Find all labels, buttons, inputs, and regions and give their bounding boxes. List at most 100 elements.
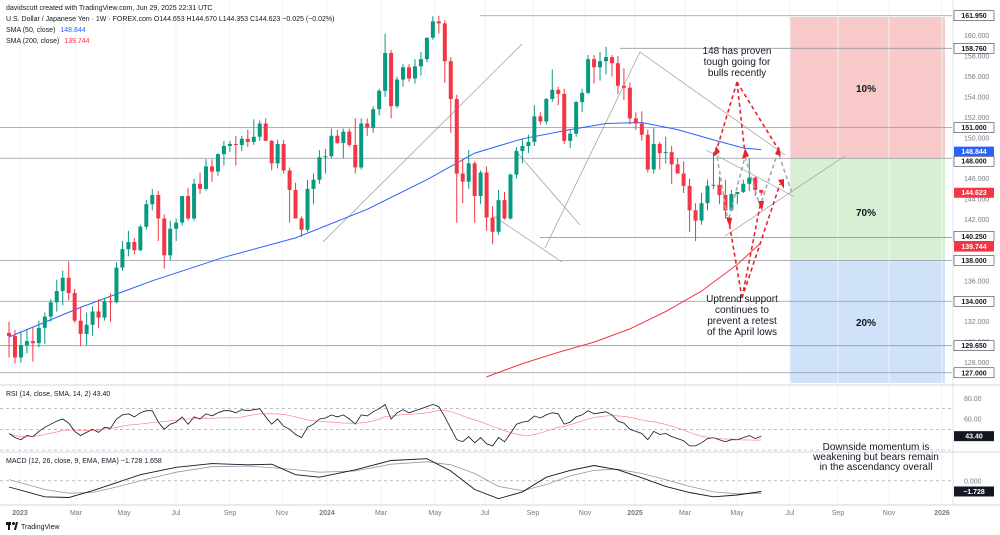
candle xyxy=(693,203,698,242)
candle xyxy=(371,106,376,133)
candle xyxy=(198,172,203,194)
candle xyxy=(150,188,155,211)
candle xyxy=(735,191,740,205)
candle xyxy=(550,69,555,103)
macd-value-label: −1.728 xyxy=(954,486,994,497)
candle-body xyxy=(126,242,131,250)
time-tick: 2025 xyxy=(627,510,643,517)
macd-panel: 0.000 −1.728 xyxy=(0,458,994,500)
candle-body xyxy=(30,341,35,344)
candle-body xyxy=(747,177,752,184)
candle-body xyxy=(114,267,119,303)
price-tick: 150.000 xyxy=(964,135,989,142)
candle-body xyxy=(78,320,83,334)
candle-body xyxy=(598,61,603,68)
price-tick: 132.000 xyxy=(964,319,989,326)
candle-body xyxy=(209,166,214,172)
candle xyxy=(24,329,29,354)
zone-label-red: 10% xyxy=(856,84,876,95)
time-tick: May xyxy=(428,510,442,517)
price-label-text: 148.000 xyxy=(961,159,986,166)
candle xyxy=(711,152,716,189)
price-label-white: 140.250 xyxy=(953,231,995,242)
candle-body xyxy=(102,301,107,318)
candle-body xyxy=(174,222,179,229)
candle xyxy=(299,216,304,237)
candle xyxy=(478,170,483,205)
candle xyxy=(508,173,513,220)
candle xyxy=(186,187,191,221)
candle xyxy=(598,51,603,81)
candle xyxy=(442,20,447,83)
candle-body xyxy=(156,195,161,219)
candle xyxy=(30,326,35,362)
candle xyxy=(162,214,167,269)
candle xyxy=(741,179,746,193)
macd-header: MACD (12, 26, close, 9, EMA, EMA) −1.728… xyxy=(6,458,162,465)
candle xyxy=(239,135,244,152)
time-tick: May xyxy=(117,510,131,517)
time-tick: Nov xyxy=(579,510,592,517)
price-label-red: 144.623 xyxy=(954,187,994,198)
candle xyxy=(12,329,17,364)
candle-body xyxy=(239,138,244,145)
candle xyxy=(138,224,143,252)
candle-body xyxy=(257,123,262,137)
candle-body xyxy=(454,98,459,174)
trendline-uptrend-support xyxy=(724,155,846,237)
candle-body xyxy=(204,166,209,189)
candle xyxy=(401,64,406,87)
price-tick: 160.000 xyxy=(964,33,989,40)
horizontal-levels xyxy=(0,15,952,374)
candle-body xyxy=(604,57,608,62)
candle-body xyxy=(54,291,59,303)
rsi-line xyxy=(8,403,762,447)
candle xyxy=(227,140,232,153)
time-tick: Mar xyxy=(70,510,83,517)
macd-tick: 0.000 xyxy=(964,478,982,485)
price-label-text: 139.744 xyxy=(961,244,986,251)
candle-body xyxy=(681,173,686,186)
candle xyxy=(645,129,650,173)
annotation-line: weakening but bears remain xyxy=(812,452,939,463)
candle-body xyxy=(466,163,471,182)
candle xyxy=(484,166,489,231)
candle xyxy=(174,218,179,241)
candle xyxy=(389,49,394,119)
candle-body xyxy=(281,143,286,171)
candle xyxy=(562,88,567,144)
candle xyxy=(209,159,214,182)
candle xyxy=(180,196,185,226)
candle-body xyxy=(365,123,370,128)
rsi-tick: 60.00 xyxy=(964,417,982,424)
price-tick: 152.000 xyxy=(964,115,989,122)
time-tick: Nov xyxy=(883,510,896,517)
candle-body xyxy=(753,177,758,190)
candle xyxy=(275,139,280,169)
candle xyxy=(36,320,41,348)
candle-body xyxy=(424,37,429,60)
candle-body xyxy=(317,157,322,180)
annotation-line: tough going for xyxy=(704,57,771,68)
candle-body xyxy=(639,123,644,135)
candle xyxy=(723,179,728,219)
candle xyxy=(305,179,310,232)
candle xyxy=(263,118,268,141)
candle-body xyxy=(723,195,728,211)
time-tick: May xyxy=(730,510,744,517)
candle-body xyxy=(502,200,507,219)
time-tick: Sep xyxy=(527,510,540,517)
candle-body xyxy=(556,89,561,94)
candle xyxy=(168,220,173,261)
candle-body xyxy=(221,145,226,155)
price-label-white: 158.760 xyxy=(953,43,995,54)
time-axis: 2023 Mar May Jul Sep Nov 2024 Mar May Jul Sep Nov 20… xyxy=(12,510,950,517)
candle xyxy=(609,55,614,77)
sma50-header: SMA (50, close) 148.844 xyxy=(6,27,86,34)
price-tick: 156.000 xyxy=(964,74,989,81)
macd-value-text: −1.728 xyxy=(963,489,985,496)
candle-body xyxy=(66,277,71,294)
candle xyxy=(520,138,525,164)
candle-body xyxy=(395,79,400,107)
